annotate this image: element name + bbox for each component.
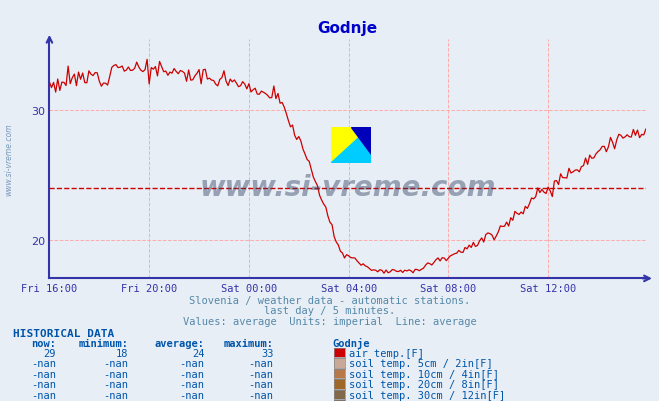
Text: -nan: -nan	[179, 369, 204, 379]
Text: HISTORICAL DATA: HISTORICAL DATA	[13, 328, 115, 338]
Text: -nan: -nan	[31, 379, 56, 389]
Text: www.si-vreme.com: www.si-vreme.com	[4, 123, 13, 196]
Text: minimum:: minimum:	[78, 338, 129, 348]
Text: now:: now:	[31, 338, 56, 348]
Text: soil temp. 5cm / 2in[F]: soil temp. 5cm / 2in[F]	[349, 358, 492, 369]
Text: -nan: -nan	[31, 369, 56, 379]
Text: last day / 5 minutes.: last day / 5 minutes.	[264, 306, 395, 316]
Text: 33: 33	[261, 348, 273, 358]
Text: air temp.[F]: air temp.[F]	[349, 348, 424, 358]
Text: www.si-vreme.com: www.si-vreme.com	[200, 174, 496, 202]
Text: soil temp. 10cm / 4in[F]: soil temp. 10cm / 4in[F]	[349, 369, 499, 379]
Text: -nan: -nan	[31, 358, 56, 369]
Text: 29: 29	[43, 348, 56, 358]
Text: -nan: -nan	[248, 358, 273, 369]
Text: -nan: -nan	[248, 400, 273, 401]
Text: -nan: -nan	[248, 390, 273, 400]
Text: maximum:: maximum:	[223, 338, 273, 348]
Text: -nan: -nan	[31, 400, 56, 401]
Text: -nan: -nan	[179, 390, 204, 400]
Text: soil temp. 20cm / 8in[F]: soil temp. 20cm / 8in[F]	[349, 379, 499, 389]
Polygon shape	[331, 128, 370, 164]
Text: -nan: -nan	[179, 379, 204, 389]
Text: Godnje: Godnje	[333, 337, 370, 348]
Text: -nan: -nan	[103, 400, 129, 401]
Text: -nan: -nan	[103, 369, 129, 379]
Text: soil temp. 50cm / 20in[F]: soil temp. 50cm / 20in[F]	[349, 400, 505, 401]
Text: Slovenia / weather data - automatic stations.: Slovenia / weather data - automatic stat…	[189, 295, 470, 305]
Text: -nan: -nan	[248, 369, 273, 379]
Text: 18: 18	[116, 348, 129, 358]
Text: -nan: -nan	[103, 390, 129, 400]
Polygon shape	[351, 128, 370, 154]
Text: Values: average  Units: imperial  Line: average: Values: average Units: imperial Line: av…	[183, 316, 476, 326]
Text: 24: 24	[192, 348, 204, 358]
Title: Godnje: Godnje	[318, 21, 378, 36]
Polygon shape	[331, 128, 370, 164]
Text: -nan: -nan	[248, 379, 273, 389]
Text: -nan: -nan	[31, 390, 56, 400]
Text: -nan: -nan	[179, 400, 204, 401]
Text: -nan: -nan	[103, 358, 129, 369]
Text: -nan: -nan	[103, 379, 129, 389]
Text: soil temp. 30cm / 12in[F]: soil temp. 30cm / 12in[F]	[349, 390, 505, 400]
Text: -nan: -nan	[179, 358, 204, 369]
Text: average:: average:	[154, 338, 204, 348]
